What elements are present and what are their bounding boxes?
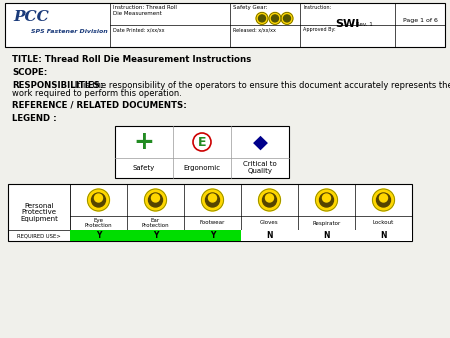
Bar — [8, 184, 412, 241]
Text: Instruction:: Instruction: — [303, 5, 331, 10]
Bar — [241, 230, 298, 241]
Circle shape — [258, 189, 280, 211]
Text: Respirator: Respirator — [312, 220, 341, 225]
Text: Y: Y — [153, 231, 158, 240]
Circle shape — [87, 189, 109, 211]
Circle shape — [271, 15, 279, 22]
Bar — [5, 3, 445, 47]
Circle shape — [202, 189, 224, 211]
Text: N: N — [323, 231, 330, 240]
Text: N: N — [380, 231, 387, 240]
Circle shape — [256, 13, 268, 24]
Circle shape — [269, 13, 281, 24]
Bar — [70, 230, 127, 241]
Text: Lockout: Lockout — [373, 220, 394, 225]
Text: +: + — [134, 130, 154, 154]
Circle shape — [281, 13, 293, 24]
Text: work required to perform this operation.: work required to perform this operation. — [12, 89, 182, 98]
Text: Footwear: Footwear — [200, 220, 225, 225]
Text: LEGEND :: LEGEND : — [12, 114, 57, 123]
Text: ◆: ◆ — [252, 132, 267, 151]
Text: N: N — [266, 231, 273, 240]
Circle shape — [258, 15, 265, 22]
Bar — [298, 230, 355, 241]
Text: E: E — [198, 136, 206, 148]
Text: REFERENCE / RELATED DOCUMENTS:: REFERENCE / RELATED DOCUMENTS: — [12, 101, 187, 110]
Circle shape — [262, 193, 276, 207]
Circle shape — [320, 193, 333, 207]
Text: Approved By:: Approved By: — [303, 27, 336, 32]
Circle shape — [323, 194, 330, 202]
Text: Rev. 1: Rev. 1 — [356, 22, 373, 27]
Circle shape — [379, 194, 387, 202]
Bar — [184, 230, 241, 241]
Text: Safety: Safety — [133, 165, 155, 171]
Text: Released: x/xx/xx: Released: x/xx/xx — [233, 27, 276, 32]
Text: Y: Y — [96, 231, 101, 240]
Text: Gloves: Gloves — [260, 220, 279, 225]
Circle shape — [315, 189, 338, 211]
Circle shape — [266, 194, 274, 202]
Circle shape — [208, 194, 216, 202]
Circle shape — [94, 194, 103, 202]
Circle shape — [284, 15, 291, 22]
Circle shape — [152, 194, 159, 202]
Text: TITLE: Thread Roll Die Measurement Instructions: TITLE: Thread Roll Die Measurement Instr… — [12, 55, 251, 64]
Text: RESPONSIBILITIES:: RESPONSIBILITIES: — [12, 81, 104, 90]
Text: Date Printed: x/xx/xx: Date Printed: x/xx/xx — [113, 27, 165, 32]
Circle shape — [206, 193, 220, 207]
Text: Ergonomic: Ergonomic — [184, 165, 220, 171]
Circle shape — [91, 193, 105, 207]
Text: Y: Y — [210, 231, 215, 240]
Text: Ear
Protection: Ear Protection — [142, 218, 169, 228]
Text: SCOPE:: SCOPE: — [12, 68, 47, 77]
Bar — [115, 126, 289, 178]
Text: SWI: SWI — [335, 19, 360, 29]
Text: Page 1 of 6: Page 1 of 6 — [403, 18, 437, 23]
Circle shape — [373, 189, 395, 211]
Text: Critical to
Quality: Critical to Quality — [243, 162, 277, 174]
Circle shape — [377, 193, 391, 207]
Text: Instruction: Thread Roll
Die Measurement: Instruction: Thread Roll Die Measurement — [113, 5, 177, 16]
Bar — [127, 230, 184, 241]
Text: Eye
Protection: Eye Protection — [85, 218, 112, 228]
Text: Safety Gear:: Safety Gear: — [233, 5, 268, 10]
Text: Personal
Protective
Equipment: Personal Protective Equipment — [20, 202, 58, 222]
Text: REQUIRED USE>: REQUIRED USE> — [17, 233, 61, 238]
Circle shape — [148, 193, 162, 207]
Text: PCC: PCC — [13, 10, 49, 24]
Bar — [355, 230, 412, 241]
Text: SPS Fastener Division: SPS Fastener Division — [31, 29, 108, 34]
Text: It is the responsibility of the operators to ensure this document accurately rep: It is the responsibility of the operator… — [72, 81, 450, 90]
Circle shape — [144, 189, 166, 211]
